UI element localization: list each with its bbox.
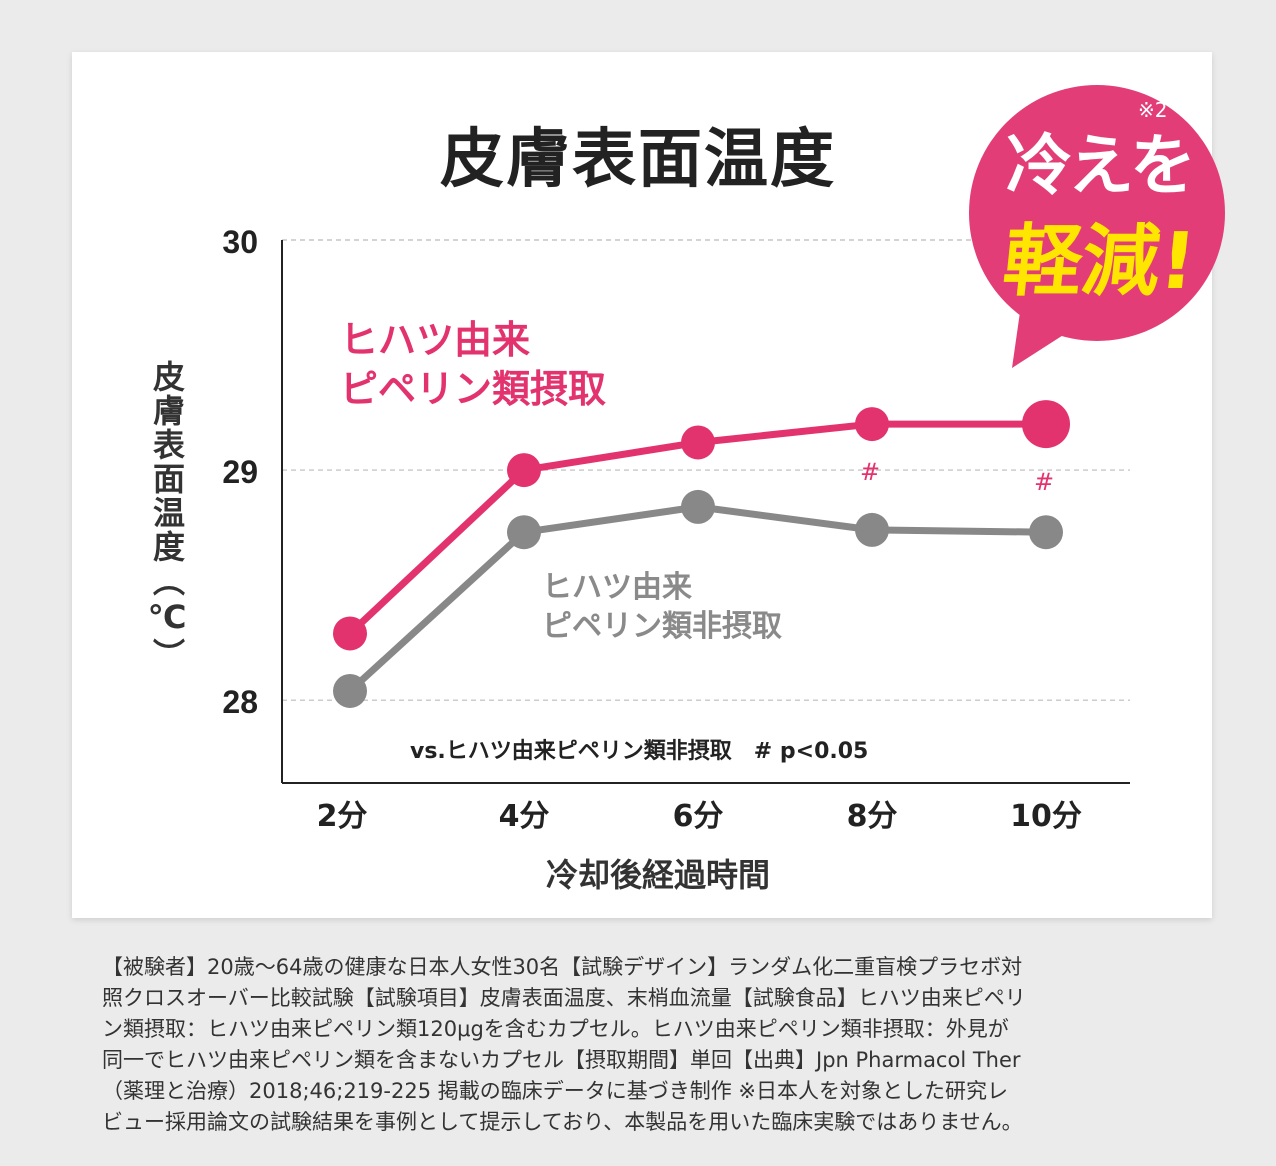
legend-non-intake: ヒハツ由来 ピペリン類非摂取 — [542, 568, 782, 646]
data-point-intake — [507, 453, 541, 488]
data-point-non-intake — [1029, 515, 1063, 550]
legend-intake-line1: ヒハツ由来 — [340, 318, 531, 362]
footnote-line: ン類摂取：ヒハツ由来ピペリン類120μgを含むカプセル。ヒハツ由来ピペリン類非摂… — [102, 1017, 1009, 1041]
footnote-line: ビュー採用論文の試験結果を事例として提示しており、本製品を用いた臨床実験ではあり… — [102, 1110, 1023, 1134]
data-point-intake — [855, 407, 889, 442]
significance-mark: # — [860, 458, 880, 486]
legend-intake-line2: ピペリン類摂取 — [340, 367, 607, 412]
legend-non-intake-line1: ヒハツ由来 — [542, 570, 692, 605]
x-tick-label: 4分 — [499, 799, 550, 834]
footnote-line: 【被験者】20歳～64歳の健康な日本人女性30名【試験デザイン】ランダム化二重盲… — [102, 955, 1023, 979]
data-point-non-intake — [855, 512, 889, 547]
data-point-intake — [333, 616, 367, 651]
footnote-line: 照クロスオーバー比較試験【試験項目】皮膚表面温度、末梢血流量【試験食品】ヒハツ由… — [102, 986, 1026, 1010]
data-point-non-intake — [507, 515, 541, 550]
badge-reference: ※2 — [1138, 98, 1168, 122]
badge-text-line1: 冷えを — [1006, 127, 1196, 204]
x-axis-label: 冷却後経過時間 — [545, 856, 770, 894]
data-point-intake — [1022, 400, 1070, 449]
data-point-non-intake — [333, 673, 367, 708]
y-tick-label: 30 — [222, 224, 258, 260]
legend-non-intake-line2: ピペリン類非摂取 — [542, 609, 782, 644]
significance-note: vs.ヒハツ由来ピペリン類非摂取 # p<0.05 — [410, 739, 869, 764]
significance-mark: # — [1034, 468, 1054, 496]
y-axis-label: 皮膚表面温度（℃） — [148, 360, 186, 672]
footnote: 【被験者】20歳～64歳の健康な日本人女性30名【試験デザイン】ランダム化二重盲… — [102, 952, 1026, 1138]
x-tick-label: 10分 — [1010, 799, 1082, 834]
footnote-line: 同一でヒハツ由来ピペリン類を含まないカプセル【摂取期間】単回【出典】Jpn Ph… — [102, 1048, 1021, 1072]
x-tick-label: 8分 — [847, 799, 898, 834]
data-point-intake — [681, 425, 715, 460]
badge-text-line2: 軽減! — [999, 217, 1201, 307]
y-tick-label: 28 — [222, 684, 258, 720]
speech-bubble-badge — [969, 85, 1225, 368]
y-tick-label: 29 — [222, 454, 258, 490]
chart-title: 皮膚表面温度 — [440, 123, 836, 197]
legend-intake: ヒハツ由来 ピペリン類摂取 — [340, 316, 606, 415]
data-point-non-intake — [681, 489, 715, 524]
x-tick-label: 6分 — [673, 799, 724, 834]
x-tick-label: 2分 — [317, 799, 368, 834]
footnote-line: （薬理と治療）2018;46;219-225 掲載の臨床データに基づき制作 ※日… — [102, 1079, 1009, 1103]
